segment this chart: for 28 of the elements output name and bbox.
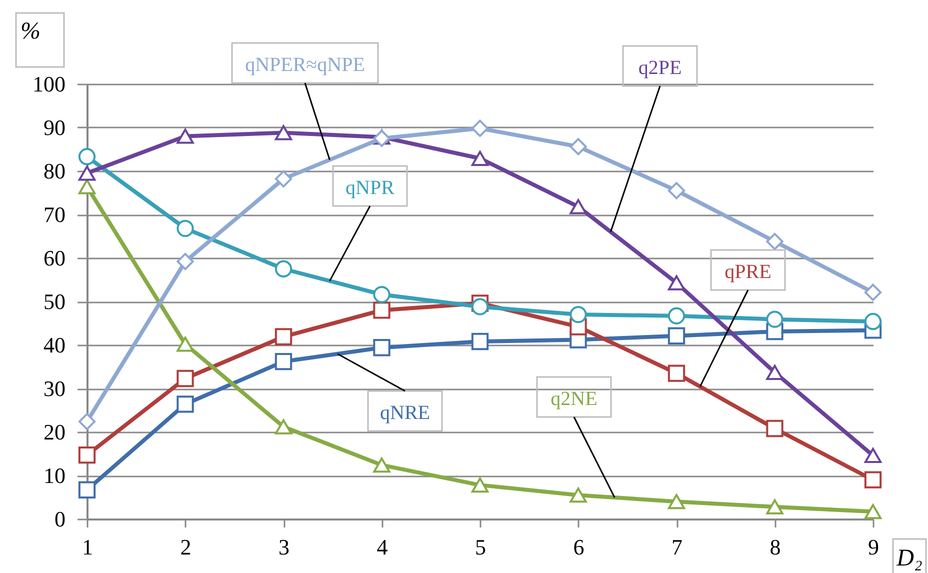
x-tick-label: 8 (770, 534, 781, 560)
x-axis-title: D₂ (896, 546, 922, 572)
x-tick-label: 1 (82, 534, 93, 560)
y-tick-label: 20 (44, 420, 66, 444)
y-tick-label: 40 (44, 332, 66, 358)
x-tick-label: 9 (868, 534, 879, 560)
x-tick-label: 5 (475, 534, 486, 560)
text: qNRE (380, 402, 430, 424)
x-tick-label: 3 (278, 534, 290, 560)
y-tick-label: 50 (44, 289, 66, 314)
y-tick-label: 80 (44, 158, 66, 184)
x-tick-label: 6 (573, 534, 584, 560)
y-axis-title: % (20, 18, 40, 44)
y-tick-label: 0 (54, 506, 66, 532)
text: qNPR (346, 177, 396, 199)
y-tick-label: 60 (44, 246, 66, 270)
y-tick-label: 70 (44, 202, 66, 227)
y-tick-label: 30 (44, 376, 66, 401)
text: qPRE (724, 261, 772, 283)
x-tick-label: 4 (376, 534, 388, 560)
y-tick-label: 100 (32, 72, 66, 96)
y-tick-label: 10 (44, 463, 66, 488)
text: q2NE (550, 388, 598, 410)
text: q2PE (638, 57, 682, 79)
x-tick-label: 2 (180, 534, 192, 560)
text: qNPER≈qNPE (245, 54, 365, 76)
y-tick-label: 90 (44, 115, 66, 140)
x-tick-label: 7 (672, 534, 682, 560)
